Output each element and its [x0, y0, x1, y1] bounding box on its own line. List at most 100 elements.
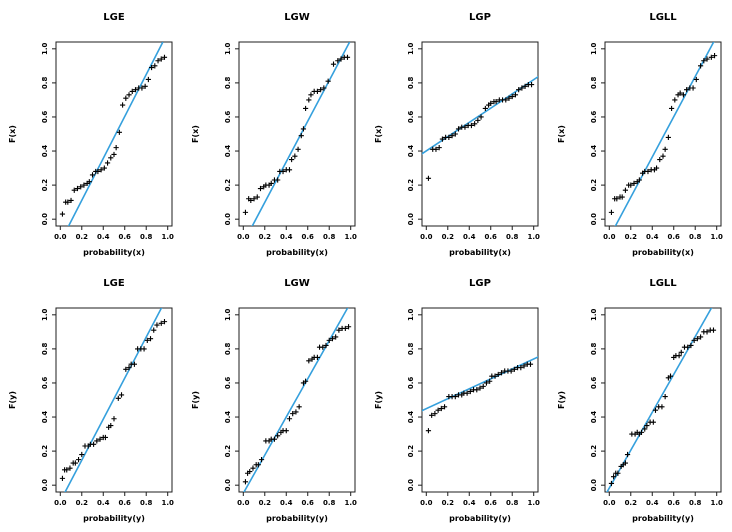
data-point-plus-marker — [126, 92, 132, 98]
data-point-plus-marker — [608, 209, 615, 215]
subplot-lge-y: LGE 0.0 0.2 0.4 0.6 0.8 1.0 0.0 0.2 0.4 0.6 0.8 1.0 p… — [8, 278, 175, 523]
plot-frame — [421, 41, 539, 227]
fit-line — [606, 308, 713, 492]
data-point-plus-marker — [478, 114, 484, 120]
data-point-plus-marker — [446, 134, 452, 141]
subplot-lgp-y: LGP 0.0 0.2 0.4 0.6 0.8 1.0 0.0 0.2 0.4 0.6 0.8 1.0 p… — [374, 278, 540, 523]
y-tick-label: 1.0 — [407, 308, 415, 321]
y-tick-label: 0.6 — [590, 111, 598, 124]
data-point-plus-marker — [438, 405, 444, 412]
data-point-plus-marker — [302, 105, 309, 112]
data-point-plus-marker — [467, 388, 473, 395]
data-point-plus-marker — [688, 342, 694, 349]
y-tick-label: 0.8 — [41, 343, 49, 356]
data-point-plus-marker — [665, 134, 671, 141]
data-point-plus-marker — [704, 56, 710, 62]
data-point-plus-marker — [116, 129, 122, 135]
plot-title: LGP — [469, 278, 491, 289]
data-point-plus-marker — [628, 182, 634, 188]
data-point-plus-marker — [509, 93, 515, 100]
plot-frame — [238, 41, 356, 227]
data-point-plus-marker — [482, 105, 488, 112]
data-point-plus-marker — [677, 90, 683, 96]
data-point-plus-marker — [275, 433, 281, 439]
data-point-plus-marker — [694, 336, 700, 342]
data-point-plus-marker — [118, 392, 125, 398]
data-point-plus-marker — [472, 121, 478, 127]
plot-frame — [238, 307, 356, 493]
data-point-plus-marker — [662, 393, 668, 400]
data-point-plus-marker — [516, 87, 522, 93]
x-tick-label: 0.4 — [463, 499, 476, 507]
data-point-plus-marker — [492, 373, 498, 379]
subplot-lgw-x: LGW 0.0 0.2 0.4 0.6 0.8 1.0 0.0 0.2 0.4 0.6 0.8 1.0 p… — [191, 12, 357, 257]
y-tick-label: 0.2 — [590, 445, 598, 458]
data-point-plus-marker — [123, 366, 129, 372]
fit-line — [243, 308, 349, 492]
x-axis-label: probability(y) — [632, 514, 694, 523]
plot-title: LGW — [284, 12, 310, 23]
data-point-plus-marker — [286, 416, 293, 422]
y-tick-label: 1.0 — [590, 308, 598, 321]
x-axis-label: probability(x) — [632, 248, 694, 257]
data-point-plus-marker — [158, 56, 164, 62]
data-point-plus-marker — [289, 156, 295, 163]
data-point-plus-marker — [449, 133, 455, 139]
fit-line — [422, 356, 538, 412]
x-tick-label: 0.0 — [237, 233, 250, 241]
x-tick-label: 0.8 — [140, 499, 153, 507]
data-point-plus-marker — [464, 390, 470, 396]
fit-line — [614, 42, 715, 226]
y-tick-label: 0.8 — [224, 77, 232, 90]
data-point-plus-marker — [475, 117, 481, 123]
data-point-plus-marker — [255, 462, 261, 468]
subplot-lgll-y: LGLL 0.0 0.2 0.4 0.6 0.8 1.0 0.0 0.2 0.4 0.6 0.8 1.0… — [557, 278, 723, 523]
data-point-plus-marker — [268, 180, 274, 187]
data-point-plus-marker — [102, 434, 109, 441]
data-point-plus-marker — [452, 131, 458, 137]
data-point-plus-marker — [498, 370, 505, 376]
data-point-plus-marker — [95, 168, 101, 175]
x-tick-label: 0.0 — [420, 233, 433, 241]
data-point-plus-marker — [436, 145, 442, 151]
x-axis-label: probability(y) — [449, 514, 511, 523]
data-point-plus-marker — [678, 349, 684, 355]
data-point-plus-marker — [432, 411, 438, 417]
data-point-plus-marker — [342, 325, 348, 332]
x-tick-label: 0.6 — [485, 499, 498, 507]
data-point-plus-marker — [98, 167, 104, 173]
data-point-plus-marker — [619, 194, 625, 200]
data-point-plus-marker — [511, 366, 517, 372]
x-tick-label: 0.2 — [625, 499, 638, 507]
data-point-plus-marker — [672, 97, 678, 103]
data-point-plus-marker — [693, 76, 699, 83]
y-tick-label: 0.4 — [224, 145, 232, 158]
data-point-plus-marker — [335, 58, 341, 64]
y-tick-label: 0.4 — [41, 145, 49, 158]
data-point-plus-marker — [462, 124, 468, 130]
x-tick-label: 0.4 — [280, 233, 293, 241]
y-tick-label: 0.6 — [41, 377, 49, 390]
data-point-plus-marker — [72, 460, 78, 466]
plot-title: LGP — [469, 12, 491, 23]
data-point-plus-marker — [711, 53, 718, 59]
y-tick-label: 0.0 — [41, 213, 49, 226]
x-tick-label: 0.6 — [668, 233, 681, 241]
data-point-plus-marker — [615, 470, 621, 476]
data-point-plus-marker — [528, 81, 535, 88]
data-point-plus-marker — [320, 344, 326, 350]
data-point-plus-marker — [123, 95, 129, 101]
x-tick-label: 1.0 — [711, 233, 724, 241]
x-tick-label: 0.2 — [259, 233, 272, 241]
x-tick-label: 1.0 — [162, 499, 175, 507]
data-point-plus-marker — [608, 480, 615, 487]
data-point-plus-marker — [325, 78, 331, 84]
plot-title: LGLL — [649, 12, 677, 23]
data-point-plus-marker — [108, 155, 114, 161]
y-axis-label: F(y) — [191, 391, 200, 409]
x-tick-label: 0.0 — [603, 499, 616, 507]
data-point-plus-marker — [86, 179, 92, 185]
data-point-plus-marker — [336, 327, 342, 333]
data-point-plus-marker — [650, 419, 656, 425]
y-tick-label: 1.0 — [590, 42, 598, 55]
